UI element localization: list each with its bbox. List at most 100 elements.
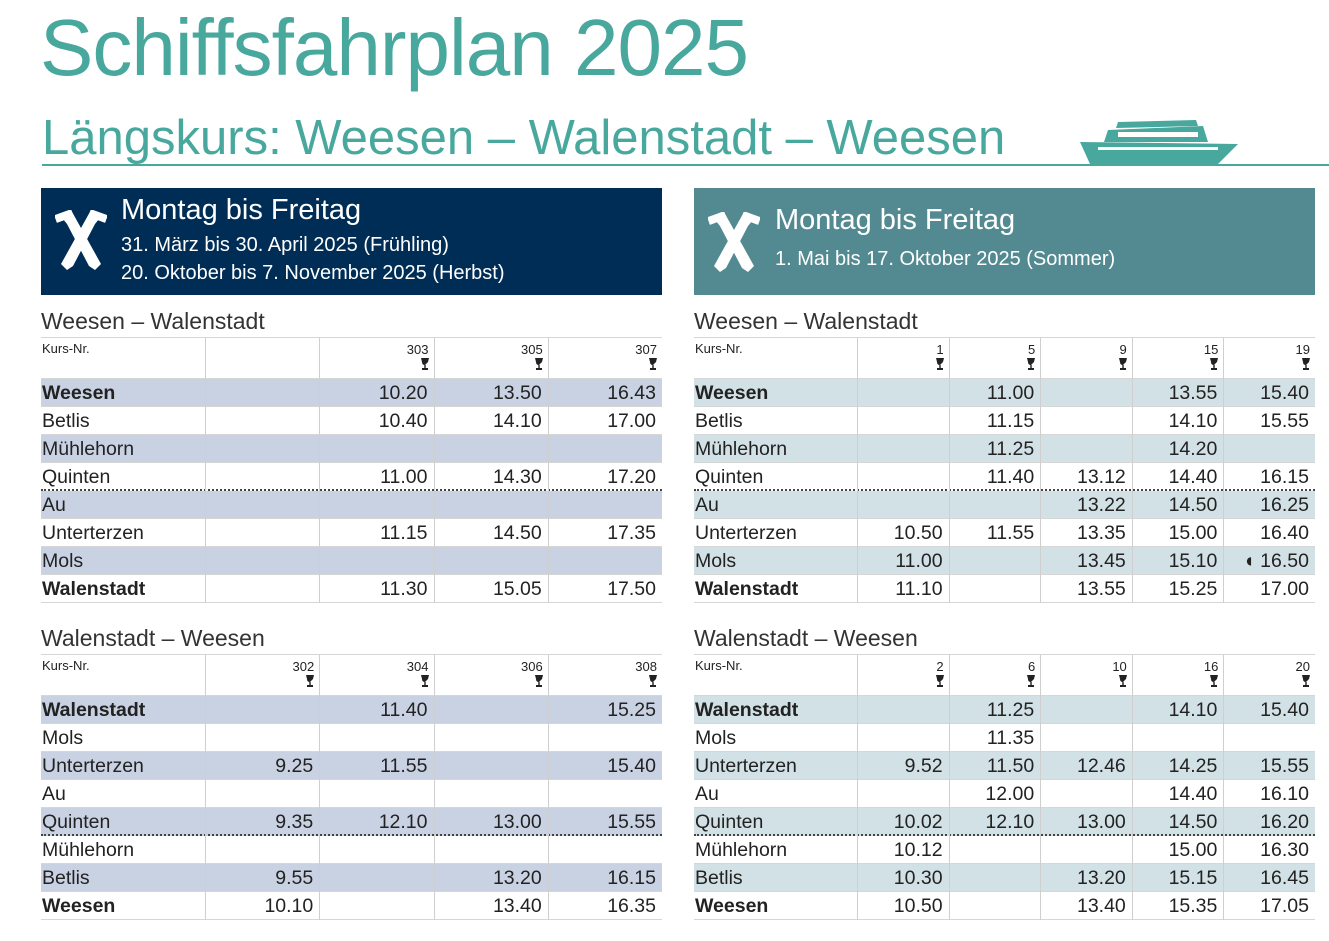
departure-time: 15.25: [1131, 575, 1224, 603]
panel-line: 20. Oktober bis 7. November 2025 (Herbst…: [121, 262, 505, 284]
title: Schiffsfahrplan 2025: [40, 3, 749, 92]
departure-time: [1131, 724, 1224, 752]
departure-time: 15.55: [547, 808, 662, 836]
departure-time: 15.05: [433, 575, 548, 603]
station-name: Unterterzen: [695, 755, 797, 777]
departure-time: [1223, 724, 1315, 752]
departure-time: [857, 463, 949, 491]
course-number: 302: [292, 659, 315, 674]
departure-time: 14.50: [1131, 808, 1224, 836]
departure-time: 13.55: [1040, 575, 1132, 603]
departure-time: [857, 407, 949, 435]
departure-time: [319, 892, 433, 920]
kurs-label: Kurs-Nr.: [695, 658, 743, 673]
departure-time: [547, 491, 662, 519]
table-row: Walenstadt 11.10 13.55 15.25 17.00: [694, 575, 1315, 603]
departure-time: 11.40: [319, 696, 433, 724]
departure-time: [433, 491, 548, 519]
departure-time: 17.50: [547, 575, 662, 603]
station-name: Quinten: [42, 466, 111, 488]
departure-time: 15.40: [547, 752, 662, 780]
departure-time: 14.50: [1131, 491, 1224, 519]
departure-time: [1040, 407, 1132, 435]
course-number: 9: [1119, 342, 1127, 357]
table-row: Quinten 11.40 13.12 14.40 16.15: [694, 463, 1315, 491]
panel-heading: Montag bis Freitag: [121, 194, 362, 226]
course-header: 1: [857, 338, 949, 380]
table-title: Walenstadt – Weesen: [41, 625, 265, 651]
departure-time: 13.40: [1040, 892, 1132, 920]
table-row: Walenstadt 11.25 14.10 15.40: [694, 696, 1315, 724]
departure-time: 11.00: [319, 463, 433, 491]
departure-time: [547, 547, 662, 575]
station-name: Mols: [695, 727, 737, 749]
table-row: Weesen 10.20 13.50 16.43: [41, 379, 662, 407]
departure-time: 11.40: [948, 463, 1041, 491]
station-name: Au: [42, 494, 66, 516]
station-name: Quinten: [42, 811, 111, 833]
departure-time: ◖ 16.50: [1223, 547, 1315, 575]
departure-time: 15.55: [1223, 407, 1315, 435]
course-header: 2: [857, 655, 949, 697]
departure-time: 11.25: [948, 696, 1041, 724]
station-name: Au: [695, 783, 719, 805]
station-name: Weesen: [695, 382, 769, 404]
station-name: Walenstadt: [42, 699, 146, 721]
course-header: 303: [319, 338, 433, 380]
departure-time: 10.50: [857, 892, 949, 920]
table-row: Weesen 11.00 13.55 15.40: [694, 379, 1315, 407]
table-row: Mols: [41, 547, 662, 575]
table-row: Unterterzen 10.50 11.55 13.35 15.00 16.40: [694, 519, 1315, 547]
course-header: 10: [1040, 655, 1132, 697]
kurs-label: Kurs-Nr.: [42, 341, 90, 356]
table-title: Weesen – Walenstadt: [41, 308, 265, 334]
table-header-row: Kurs-Nr. 1 5 9 15 19: [694, 337, 1315, 380]
departure-time: [205, 379, 319, 407]
departure-time: [948, 864, 1041, 892]
departure-time: 16.10: [1223, 780, 1315, 808]
course-header: 306: [433, 655, 548, 697]
station-name: Mühlehorn: [42, 839, 135, 861]
departure-time: [205, 463, 319, 491]
departure-time: 11.30: [319, 575, 433, 603]
departure-time: 12.46: [1040, 752, 1132, 780]
station-name: Mols: [42, 550, 84, 572]
departure-time: 11.55: [319, 752, 433, 780]
departure-time: [433, 696, 548, 724]
departure-time: 16.35: [547, 892, 662, 920]
panel-header: Montag bis Freitag 31. März bis 30. April…: [41, 188, 662, 295]
table-row: Betlis 9.55 13.20 16.15: [41, 864, 662, 892]
departure-time: 11.10: [857, 575, 949, 603]
departure-time: 14.40: [1131, 780, 1224, 808]
course-header: 307: [547, 338, 662, 380]
table-title: Walenstadt – Weesen: [694, 625, 918, 651]
wine-icon: [1041, 358, 1127, 370]
departure-time: 17.20: [547, 463, 662, 491]
departure-time: [857, 696, 949, 724]
table-row: Unterterzen 9.52 11.50 12.46 14.25 15.55: [694, 752, 1315, 780]
departure-time: 14.50: [433, 519, 548, 547]
header-rule: [42, 164, 1329, 166]
departure-time: [205, 780, 319, 808]
departure-time: [857, 780, 949, 808]
departure-time: [319, 864, 433, 892]
departure-time: 14.30: [433, 463, 548, 491]
departure-time: [948, 491, 1041, 519]
departure-time: [1040, 724, 1132, 752]
station-name: Quinten: [695, 466, 764, 488]
course-number: 19: [1295, 342, 1310, 357]
departure-time: 11.00: [948, 379, 1041, 407]
departure-time: 17.05: [1223, 892, 1315, 920]
departure-time: [319, 435, 433, 463]
departure-time: 13.20: [433, 864, 548, 892]
table-row: Mols 11.35: [694, 724, 1315, 752]
departure-time: 10.50: [857, 519, 949, 547]
course-number: 306: [521, 659, 543, 674]
departure-time: [857, 491, 949, 519]
departure-time: 12.00: [948, 780, 1041, 808]
station-name: Betlis: [42, 410, 90, 432]
departure-time: [547, 724, 662, 752]
departure-time: 15.35: [1131, 892, 1224, 920]
course-number: 308: [635, 659, 657, 674]
table-row: Walenstadt 11.30 15.05 17.50: [41, 575, 662, 603]
